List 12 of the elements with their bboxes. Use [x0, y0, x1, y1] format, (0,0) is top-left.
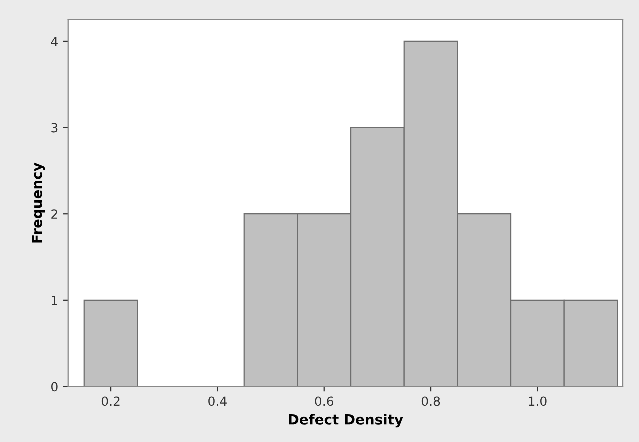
x-tick-label: 0.4: [208, 396, 227, 406]
y-axis-title: Frequency: [32, 162, 46, 243]
y-tick-label: 4: [51, 37, 58, 46]
y-tick-label: 2: [52, 210, 58, 219]
x-tick-label: 0.2: [102, 396, 120, 406]
y-tick-label: 0: [52, 382, 58, 392]
y-tick-label: 3: [52, 123, 58, 133]
y-tick-label: 1: [52, 296, 58, 306]
x-tick-label: 1.0: [529, 396, 547, 406]
x-tick-label: 0.8: [422, 396, 440, 406]
x-axis-title: Defect Density: [289, 414, 404, 428]
x-tick-label: 0.6: [315, 396, 334, 406]
